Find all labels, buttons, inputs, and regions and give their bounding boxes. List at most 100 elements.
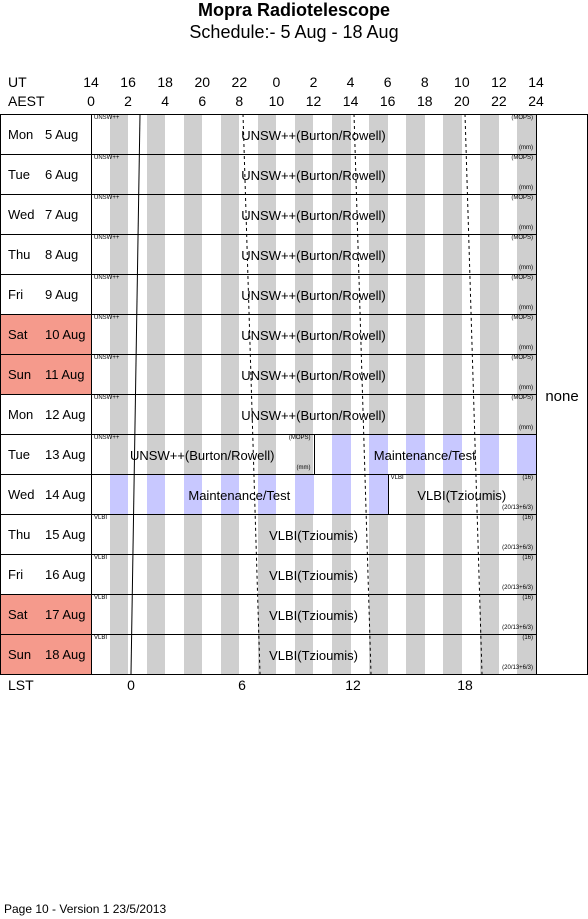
block-receiver: (MOPS) [511, 115, 533, 121]
lst-tick: 18 [457, 677, 473, 693]
day-name: Wed [8, 207, 35, 222]
block-tag: VLBI [94, 595, 108, 601]
day-date: 12 Aug [45, 407, 86, 422]
block-project: VLBI(Tzioumis) [417, 488, 507, 503]
block-project: VLBI(Tzioumis) [269, 648, 358, 663]
block-receiver: (16) [522, 555, 533, 561]
block-receiver: (MOPS) [511, 195, 533, 201]
block-project: VLBI(Tzioumis) [269, 528, 358, 543]
block-receiver: (MOPS) [511, 355, 533, 361]
block-receiver: (16) [522, 635, 533, 641]
day-label: Sun 11 Aug [1, 355, 91, 394]
day-date: 10 Aug [45, 327, 86, 342]
day-date: 16 Aug [45, 567, 86, 582]
block-project: VLBI(Tzioumis) [269, 608, 358, 623]
row-divider [0, 234, 536, 235]
aest-tick: 22 [491, 93, 507, 109]
day-label: Wed 7 Aug [1, 195, 91, 234]
maintenance-gap [424, 434, 444, 474]
day-name: Sun [8, 647, 32, 662]
aest-tick: 0 [87, 93, 95, 109]
lst-tick: 0 [127, 677, 135, 693]
block-tag: VLBI [390, 475, 404, 481]
block-receiver: (MOPS) [511, 315, 533, 321]
page-subtitle: Schedule:- 5 Aug - 18 Aug [189, 22, 399, 42]
block-tag: VLBI [94, 515, 108, 521]
page-footer: Page 10 - Version 1 23/5/2013 [4, 902, 167, 916]
row-divider [0, 354, 536, 355]
row-divider [0, 114, 588, 115]
ut-tick: 6 [383, 74, 392, 90]
day-name: Thu [8, 527, 31, 542]
day-name: Sat [8, 607, 28, 622]
row-divider [0, 314, 536, 315]
block-project: UNSW++(Burton/Rowell) [130, 448, 275, 463]
day-date: 5 Aug [45, 127, 79, 142]
day-label: Tue 13 Aug [1, 435, 91, 474]
block-note: (mm) [519, 145, 533, 151]
ut-tick: 12 [491, 74, 507, 90]
ut-label: UT [8, 74, 27, 90]
maintenance-gap [276, 474, 295, 514]
grid-right-border [536, 114, 537, 674]
day-label: Tue 6 Aug [1, 155, 91, 194]
day-date: 13 Aug [45, 447, 86, 462]
ut-tick: 0 [272, 74, 281, 90]
day-date: 7 Aug [45, 207, 79, 222]
row-divider [0, 194, 536, 195]
maintenance-gap [202, 474, 221, 514]
day-date: 18 Aug [45, 647, 86, 662]
block-receiver: (16) [522, 475, 533, 481]
day-label: Fri 9 Aug [1, 275, 91, 314]
day-name: Mon [8, 127, 34, 142]
ut-tick: 14 [83, 74, 99, 90]
block-project: VLBI(Tzioumis) [269, 568, 358, 583]
aest-label: AEST [8, 93, 45, 109]
day-label: Mon 12 Aug [1, 395, 91, 434]
block-tag: VLBI [94, 635, 108, 641]
block-tag: VLBI [94, 555, 108, 561]
block-receiver: (MOPS) [511, 395, 533, 401]
ut-tick: 20 [194, 74, 211, 90]
day-date: 6 Aug [45, 167, 79, 182]
block-project: UNSW++(Burton/Rowell) [241, 328, 386, 343]
ut-tick: 2 [309, 74, 318, 90]
ut-tick: 14 [528, 74, 544, 90]
day-name: Wed [8, 487, 35, 502]
day-date: 11 Aug [45, 367, 85, 382]
row-divider [0, 274, 536, 275]
block-tag: UNSW++ [94, 275, 120, 281]
block-note: (20/13+6/3) [502, 625, 533, 631]
ut-tick: 10 [454, 74, 470, 90]
maintenance-gap [91, 474, 110, 514]
row-divider [0, 154, 536, 155]
block-project: Maintenance/Test [373, 448, 476, 463]
day-name: Tue [8, 447, 30, 462]
none-cell-background [537, 115, 587, 434]
aest-tick: 20 [454, 93, 470, 109]
block-project: UNSW++(Burton/Rowell) [241, 288, 386, 303]
block-tag: UNSW++ [94, 195, 120, 201]
block-tag: UNSW++ [94, 315, 120, 321]
block-project: UNSW++(Burton/Rowell) [241, 168, 386, 183]
ut-tick: 22 [231, 74, 248, 90]
block-receiver: (MOPS) [511, 275, 533, 281]
day-date: 8 Aug [45, 247, 79, 262]
block-note: (mm) [519, 385, 533, 391]
day-label: Thu 15 Aug [1, 515, 91, 554]
maintenance-gap [387, 434, 407, 474]
block-receiver: (MOPS) [511, 235, 533, 241]
day-name: Sat [8, 327, 28, 342]
none-cell: none [545, 388, 579, 405]
block-tag: UNSW++ [94, 155, 120, 161]
maintenance-gap [165, 474, 184, 514]
block-project: UNSW++(Burton/Rowell) [241, 408, 386, 423]
block-tag: UNSW++ [94, 355, 120, 361]
block-project: UNSW++(Burton/Rowell) [241, 208, 386, 223]
page-title: Mopra Radiotelescope [197, 0, 391, 20]
aest-tick: 8 [235, 93, 244, 109]
day-label: Sat 10 Aug [1, 315, 91, 354]
aest-tick: 10 [268, 93, 285, 109]
lst-label: LST [8, 677, 34, 693]
block-note: (mm) [519, 265, 533, 271]
